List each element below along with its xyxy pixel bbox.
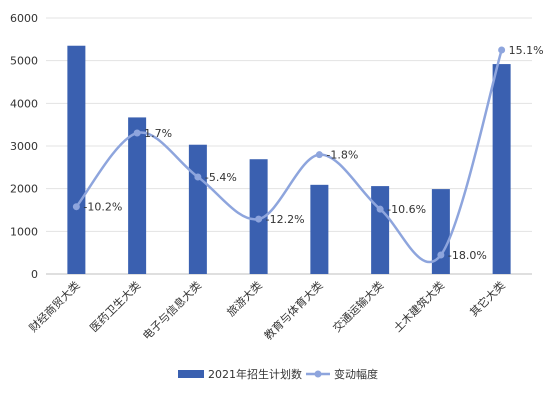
category-label: 旅游大类 (224, 278, 265, 319)
category-label: 土木建筑大类 (390, 278, 447, 335)
data-label: 1.7% (144, 127, 172, 140)
category-label: 交通运输大类 (330, 278, 387, 335)
category-label: 教育与体育大类 (261, 278, 325, 342)
y-tick-label: 6000 (10, 12, 38, 25)
y-tick-label: 5000 (10, 55, 38, 68)
line-point (255, 215, 263, 223)
legend-swatch-marker (314, 370, 322, 378)
legend: 2021年招生计划数 变动幅度 (178, 367, 378, 381)
legend-label: 2021年招生计划数 (208, 367, 302, 381)
category-label: 其它大类 (467, 278, 508, 319)
line-point (315, 151, 323, 159)
y-tick-label: 4000 (10, 97, 38, 110)
line-point (437, 251, 445, 259)
line-point (498, 46, 506, 54)
data-label: -12.2% (266, 213, 305, 226)
bar (431, 189, 450, 274)
line-point (133, 129, 141, 137)
category-label: 财经商贸大类 (26, 278, 83, 335)
bar (371, 186, 390, 274)
bar (67, 45, 86, 274)
data-label: -5.4% (205, 171, 237, 184)
data-label: -1.8% (326, 149, 358, 162)
data-label: 15.1% (509, 44, 544, 57)
bar (188, 144, 207, 274)
y-tick-label: 2000 (10, 183, 38, 196)
bar (128, 117, 147, 274)
data-label: -10.6% (387, 203, 426, 216)
data-label: -10.2% (83, 201, 122, 214)
line-point (194, 173, 202, 181)
line-series (75, 49, 503, 264)
category-label: 电子与信息大类 (140, 278, 204, 342)
line-point (72, 203, 80, 211)
y-tick-label: 1000 (10, 225, 38, 238)
bar (492, 64, 511, 274)
legend-label: 变动幅度 (334, 367, 378, 381)
bar (310, 184, 329, 274)
category-label: 医药卫生大类 (87, 278, 144, 335)
data-label: -18.0% (448, 249, 487, 262)
line-point (376, 205, 384, 213)
legend-swatch-bar (178, 370, 204, 378)
y-tick-label: 0 (31, 268, 38, 281)
y-tick-label: 3000 (10, 140, 38, 153)
